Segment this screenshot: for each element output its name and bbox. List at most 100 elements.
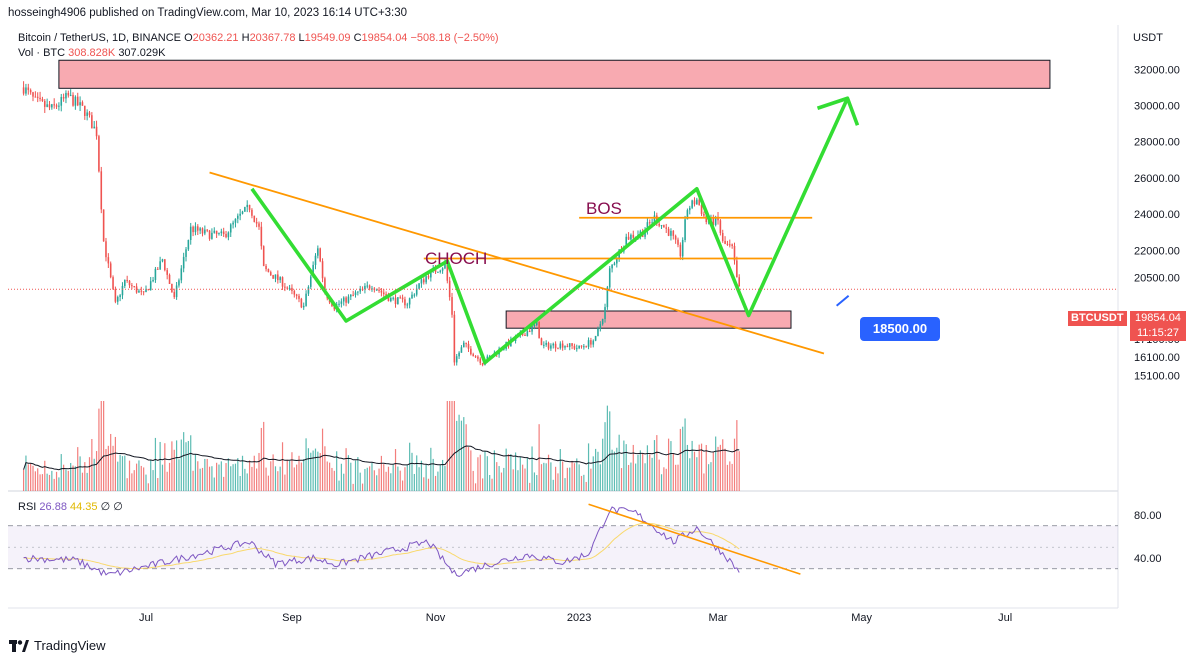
- candle-body: [375, 289, 378, 291]
- candle-body: [566, 346, 569, 348]
- candle-body: [524, 334, 526, 337]
- volume-bar: [369, 466, 371, 491]
- volume-bar: [234, 463, 237, 491]
- volume-bar: [138, 460, 140, 491]
- candle-body: [53, 104, 55, 106]
- candle-body: [267, 269, 270, 273]
- candle-body: [531, 325, 533, 332]
- volume-bar: [380, 455, 382, 491]
- candle-body: [543, 344, 545, 346]
- candle-body: [559, 343, 562, 349]
- volume-bar: [533, 472, 536, 491]
- candle-body: [533, 324, 536, 326]
- volume-bar: [651, 457, 653, 491]
- low-label: L: [298, 32, 305, 44]
- time-tick-label: 2023: [567, 612, 591, 624]
- volume-bar: [364, 468, 366, 491]
- swing-projection: [250, 96, 860, 365]
- volume-bar: [206, 458, 208, 491]
- volume-bar: [658, 459, 660, 491]
- candle-body: [594, 335, 597, 341]
- candle-body: [474, 356, 477, 358]
- volume-bar: [319, 453, 321, 491]
- volume-bar: [736, 420, 738, 491]
- rsi-extra-2: ∅: [113, 501, 123, 513]
- tradingview-logo-icon: [9, 639, 29, 652]
- candle-body: [164, 259, 166, 271]
- volume-bar: [472, 470, 474, 491]
- volume-bar: [503, 467, 505, 491]
- candle-body: [232, 222, 234, 225]
- volume-bar: [51, 470, 53, 491]
- candle-body: [437, 271, 439, 273]
- volume-bar: [477, 457, 479, 491]
- rsi-tick-label: 40.00: [1134, 553, 1162, 565]
- tradingview-brand[interactable]: TradingView: [9, 638, 106, 653]
- candle-body: [446, 263, 449, 281]
- candle-body: [67, 92, 70, 96]
- candle-body: [368, 285, 371, 289]
- volume-bar: [486, 456, 488, 491]
- volume-bar: [731, 463, 733, 491]
- candle-body: [731, 244, 733, 246]
- candle-body: [625, 236, 628, 247]
- candle-body: [703, 213, 705, 216]
- candle-body: [364, 285, 366, 290]
- volume-bar: [336, 451, 338, 491]
- candle-body: [244, 207, 246, 212]
- candle-body: [453, 314, 456, 363]
- volume-bar: [401, 480, 404, 491]
- candle-body: [166, 270, 168, 275]
- volume-bar: [505, 448, 507, 491]
- volume-bar: [524, 468, 526, 491]
- volume-bar: [230, 466, 232, 491]
- volume-bar: [665, 468, 667, 491]
- candle-body: [300, 298, 303, 308]
- candle-body: [25, 87, 27, 94]
- candle-body: [112, 277, 114, 289]
- candle-body: [196, 226, 199, 231]
- candle-body: [229, 224, 232, 233]
- volume-bar: [510, 454, 512, 491]
- volume-bar: [383, 464, 385, 491]
- volume-bar: [456, 420, 458, 491]
- candle-body: [597, 328, 599, 336]
- volume-bar: [70, 462, 72, 491]
- candle-body: [234, 218, 237, 223]
- candle-body: [246, 204, 249, 208]
- candle-body: [439, 270, 442, 272]
- volume-bar: [361, 483, 364, 491]
- candle-body: [712, 216, 715, 226]
- candle-body: [215, 230, 218, 234]
- candle-body: [535, 321, 538, 325]
- volume-bar: [573, 463, 576, 491]
- volume-bar: [387, 466, 390, 491]
- volume-bar: [632, 444, 634, 491]
- candle-body: [528, 331, 531, 333]
- volume-bar: [531, 446, 533, 491]
- bar-countdown: 11:15:27: [1136, 327, 1179, 339]
- volume-bar: [121, 456, 124, 491]
- time-tick-label: Sep: [282, 612, 302, 624]
- volume-bar: [338, 480, 340, 491]
- volume-bar: [432, 458, 434, 491]
- target-callout-pointer: [835, 294, 850, 307]
- candle-body: [401, 297, 404, 300]
- volume-bar: [22, 469, 25, 491]
- candle-body: [81, 102, 84, 106]
- candle-body: [258, 223, 260, 227]
- volume-bar: [279, 466, 281, 491]
- volume-bar: [705, 444, 707, 491]
- candle-body: [180, 268, 183, 281]
- volume-bar: [571, 460, 573, 491]
- volume-bar: [225, 463, 227, 491]
- volume-bar: [451, 401, 453, 491]
- candle-body: [173, 291, 176, 298]
- candle-body: [237, 215, 239, 219]
- volume-bar: [416, 455, 418, 491]
- candle-body: [95, 126, 98, 137]
- volume-bar: [517, 470, 519, 491]
- rsi-tick-label: 80.00: [1134, 510, 1162, 522]
- volume-bar: [719, 444, 721, 491]
- candle-body: [665, 227, 668, 229]
